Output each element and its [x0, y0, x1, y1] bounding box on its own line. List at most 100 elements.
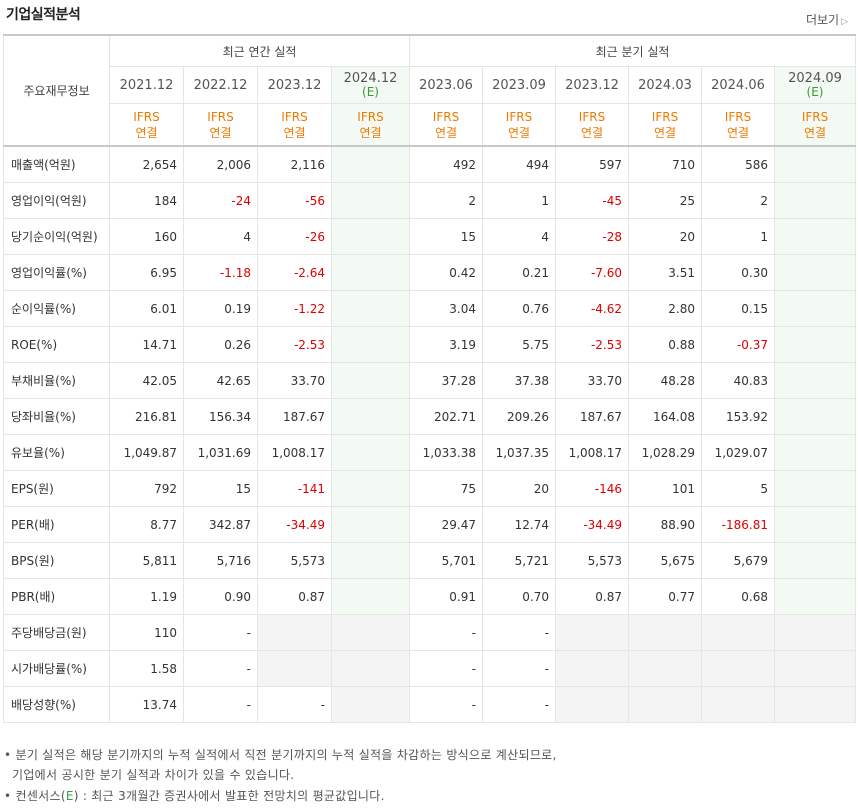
- ifrs-label: IFRS: [724, 109, 752, 124]
- cell-value: [331, 218, 410, 255]
- ifrs-label: IFRS: [801, 109, 829, 124]
- cell-value: 0.19: [183, 290, 258, 327]
- table-row: 매출액(억원) 2,654 2,006 2,116 492 494 597 710 586: [3, 145, 857, 183]
- table-row: BPS(원) 5,811 5,716 5,573 5,701 5,721 5,573 5,67…: [3, 542, 857, 579]
- cell-value: 1,028.29: [628, 434, 702, 471]
- accounting-standard: IFRS 연결: [628, 103, 702, 147]
- cell-value: -186.81: [701, 506, 775, 543]
- cell-value: 494: [482, 145, 556, 183]
- footnote-1: • 분기 실적은 해당 분기까지의 누적 실적에서 직전 분기까지의 누적 실적…: [4, 748, 557, 762]
- cell-value: [331, 398, 410, 435]
- cell-value: -4.62: [555, 290, 629, 327]
- cell-value: 0.88: [628, 326, 702, 363]
- cell-value: 0.90: [183, 578, 258, 615]
- cell-value: 20: [628, 218, 702, 255]
- cell-value: 0.70: [482, 578, 556, 615]
- section-title: 기업실적분석: [6, 7, 81, 23]
- consolidated-label: 연결: [359, 125, 382, 140]
- row-label: 시가배당률(%): [3, 650, 110, 687]
- consolidated-label: 연결: [135, 125, 158, 140]
- cell-value: -: [409, 650, 483, 687]
- cell-value: -: [409, 614, 483, 651]
- row-label: 순이익률(%): [3, 290, 110, 327]
- cell-value: 48.28: [628, 362, 702, 399]
- period-header: 2024.03: [628, 66, 702, 104]
- accounting-standard: IFRS 연결: [555, 103, 629, 147]
- table-row: ROE(%) 14.71 0.26 -2.53 3.19 5.75 -2.53 0.88 -0.…: [3, 326, 857, 363]
- cell-value: -2.53: [257, 326, 332, 363]
- consolidated-label: 연결: [803, 125, 827, 140]
- cell-value: 25: [628, 182, 702, 219]
- cell-value: -2.53: [555, 326, 629, 363]
- period-header: 2024.09 (E): [773, 66, 857, 104]
- table-row: 배당성향(%) 13.74- - - -: [3, 686, 857, 723]
- cell-value: 33.70: [555, 362, 629, 399]
- cell-value: 342.87: [183, 506, 258, 543]
- cell-value: 14.71: [109, 326, 184, 363]
- ifrs-label: IFRS: [281, 109, 308, 124]
- table-row: 당기순이익(억원) 160 4 -26 15 4 -28 20 1: [3, 218, 857, 255]
- table-row: 영업이익(억원) 184 -24 -56 2 1 -45 25 2: [3, 182, 857, 219]
- row-label: 유보율(%): [3, 434, 110, 471]
- cell-value: [773, 326, 857, 363]
- row-label: 배당성향(%): [3, 686, 110, 723]
- cell-value: 13.74: [109, 686, 184, 723]
- row-label: 매출액(억원): [3, 145, 110, 183]
- cell-value: 3.04: [409, 290, 483, 327]
- cell-value: -24: [183, 182, 258, 219]
- row-label: 영업이익(억원): [3, 182, 110, 219]
- row-label: 영업이익률(%): [3, 254, 110, 291]
- cell-value: 1,049.87: [109, 434, 184, 471]
- cell-value: [773, 578, 857, 615]
- cell-value: [628, 614, 702, 651]
- consolidated-label: 연결: [434, 125, 458, 140]
- cell-value: 2,116: [257, 145, 332, 183]
- cell-value: 0.15: [701, 290, 775, 327]
- ifrs-label: IFRS: [651, 109, 679, 124]
- cell-value: 110: [109, 614, 184, 651]
- cell-value: 2,654: [109, 145, 184, 183]
- cell-value: 42.05: [109, 362, 184, 399]
- more-link[interactable]: 더보기 ▷: [806, 11, 848, 28]
- cell-value: [555, 614, 629, 651]
- period-header: 2024.06: [701, 66, 775, 104]
- cell-value: 0.91: [409, 578, 483, 615]
- cell-value: -: [482, 686, 556, 723]
- table-row: 당좌비율(%) 216.81 156.34 187.67 202.71 209.26 187…: [3, 398, 857, 435]
- accounting-standard: IFRS 연결: [109, 103, 184, 147]
- cell-value: 5,721: [482, 542, 556, 579]
- period-year: 2021.12: [119, 77, 174, 93]
- table-row: 유보율(%) 1,049.87 1,031.69 1,008.17 1,033.38 1,…: [3, 434, 857, 471]
- cell-value: -: [183, 650, 258, 687]
- period-header: 2024.12 (E): [331, 66, 410, 104]
- cell-value: 101: [628, 470, 702, 507]
- cell-value: 0.30: [701, 254, 775, 291]
- table-row: 주당배당금(원) 110- - -: [3, 614, 857, 651]
- cell-value: 202.71: [409, 398, 483, 435]
- cell-value: 37.38: [482, 362, 556, 399]
- period-year: 2024.03: [638, 77, 692, 93]
- cell-value: 3.19: [409, 326, 483, 363]
- cell-value: 5: [701, 470, 775, 507]
- cell-value: -2.64: [257, 254, 332, 291]
- cell-value: 160: [109, 218, 184, 255]
- cell-value: 20: [482, 470, 556, 507]
- annual-group-header: 최근 연간 실적: [109, 34, 410, 67]
- cell-value: -1.22: [257, 290, 332, 327]
- ifrs-label: IFRS: [578, 109, 606, 124]
- cell-value: [331, 686, 410, 723]
- cell-value: 5,716: [183, 542, 258, 579]
- footnote-3: • 컨센서스(E) : 최근 3개월간 증권사에서 발표한 전망치의 평균값입니…: [4, 789, 385, 803]
- cell-value: [331, 578, 410, 615]
- cell-value: 0.42: [409, 254, 483, 291]
- cell-value: 33.70: [257, 362, 332, 399]
- consolidated-label: 연결: [580, 125, 604, 140]
- cell-value: -: [409, 686, 483, 723]
- row-label: BPS(원): [3, 542, 110, 579]
- cell-value: [773, 506, 857, 543]
- cell-value: [701, 686, 775, 723]
- estimate-marker: (E): [362, 85, 379, 99]
- cell-value: [773, 542, 857, 579]
- accounting-standard: IFRS 연결: [331, 103, 410, 147]
- cell-value: 5,573: [555, 542, 629, 579]
